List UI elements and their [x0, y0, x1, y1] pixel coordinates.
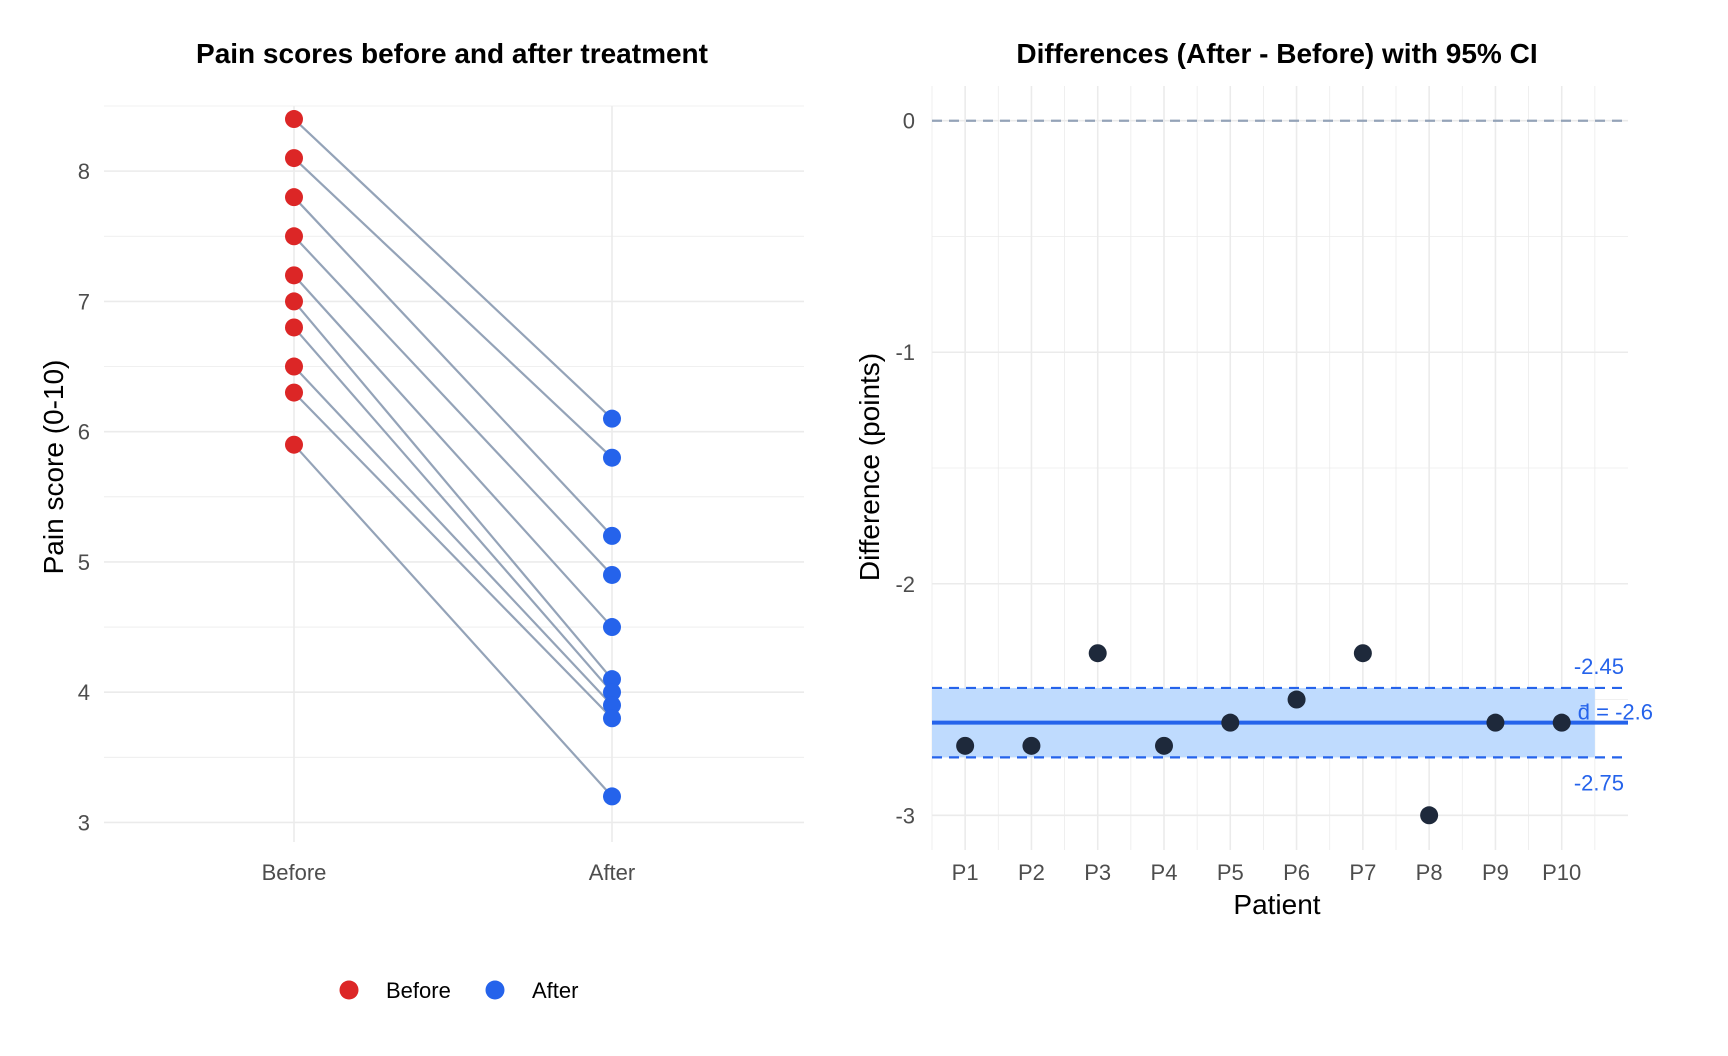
pair-line — [293, 118, 613, 420]
difference-point — [1552, 713, 1571, 732]
legend-label: Before — [386, 978, 451, 1003]
x-tick-label: P9 — [1482, 860, 1509, 885]
before-point — [285, 292, 303, 311]
pair-line — [293, 326, 613, 693]
before-point — [285, 357, 303, 376]
y-tick-label: 7 — [78, 289, 90, 314]
pair-line — [293, 196, 613, 537]
x-tick-label: P5 — [1217, 860, 1244, 885]
paired-plot-connecting-lines — [293, 118, 613, 798]
y-tick-label: 3 — [78, 810, 90, 835]
x-tick-label: Before — [262, 860, 327, 885]
difference-plot-panel: Differences (After - Before) with 95% CI… — [854, 38, 1653, 920]
paired-plot-y-axis-title: Pain score (0-10) — [38, 360, 69, 575]
x-tick-label: P6 — [1283, 860, 1310, 885]
difference-plot-title: Differences (After - Before) with 95% CI — [1016, 38, 1537, 69]
paired-plot-y-tick-labels: 3 4 5 6 7 8 — [78, 159, 90, 835]
difference-point — [1155, 736, 1173, 755]
after-point — [603, 526, 621, 545]
legend-label: After — [532, 978, 578, 1003]
difference-plot-y-tick-labels: 0 -1 -2 -3 — [895, 109, 915, 829]
paired-plot-title: Pain scores before and after treatment — [196, 38, 708, 69]
before-point — [285, 435, 303, 454]
after-point — [603, 696, 621, 715]
pair-line — [293, 391, 613, 720]
x-tick-label: P3 — [1084, 860, 1111, 885]
pair-line — [293, 365, 613, 706]
difference-plot-y-axis-title: Difference (points) — [854, 353, 885, 581]
after-point — [603, 618, 621, 637]
before-point — [285, 318, 303, 337]
difference-point — [1022, 736, 1041, 755]
difference-plot-x-tick-labels: P1 P2 P3 P4 P5 P6 P7 P8 P9 P10 — [952, 860, 1582, 885]
difference-plot-x-axis-title: Patient — [1233, 889, 1320, 920]
after-point — [603, 409, 621, 428]
pair-line — [293, 157, 613, 459]
paired-plot-panel: Pain scores before and after treatment 3… — [38, 38, 804, 1003]
before-point — [285, 227, 303, 246]
difference-point — [1420, 806, 1439, 825]
difference-point — [956, 736, 975, 755]
ci-upper-label: -2.45 — [1574, 654, 1624, 679]
ci-lower-label: -2.75 — [1574, 770, 1624, 795]
after-point — [603, 565, 621, 584]
y-tick-label: -1 — [895, 340, 915, 365]
after-point — [603, 709, 621, 728]
difference-point — [1486, 713, 1505, 732]
y-tick-label: 8 — [78, 159, 90, 184]
paired-plot-points — [285, 110, 621, 806]
difference-point — [1287, 690, 1306, 709]
y-tick-label: 5 — [78, 550, 90, 575]
after-point — [603, 670, 621, 689]
legend-marker — [485, 980, 505, 1000]
confidence-interval-band — [932, 119, 1628, 759]
x-tick-label: P10 — [1542, 860, 1581, 885]
difference-point — [1353, 644, 1372, 663]
after-point — [603, 683, 621, 702]
paired-plot-gridlines — [104, 105, 804, 842]
after-point — [603, 448, 621, 467]
y-tick-label: -2 — [895, 572, 915, 597]
difference-plot-points — [956, 644, 1571, 825]
before-point — [285, 188, 303, 207]
y-tick-label: 6 — [78, 420, 90, 445]
before-point — [285, 110, 303, 129]
pair-line — [293, 235, 613, 576]
y-tick-label: 0 — [903, 109, 915, 134]
before-point — [285, 149, 303, 168]
y-tick-label: -3 — [895, 803, 915, 828]
x-tick-label: After — [589, 860, 635, 885]
legend-marker — [339, 980, 359, 1000]
mean-difference-label: d̄ = -2.6 — [1578, 700, 1653, 725]
after-point — [603, 787, 621, 806]
confidence-interval-annotations: -2.45 d̄ = -2.6 -2.75 — [1574, 654, 1653, 795]
pair-line — [293, 300, 613, 680]
x-tick-label: P2 — [1018, 860, 1045, 885]
difference-point — [1088, 644, 1107, 663]
x-tick-label: P4 — [1151, 860, 1178, 885]
legend: Before After — [339, 978, 578, 1003]
paired-plot-x-tick-labels: Before After — [262, 860, 636, 885]
difference-point — [1221, 713, 1240, 732]
before-point — [285, 383, 303, 402]
x-tick-label: P1 — [952, 860, 979, 885]
pair-line — [293, 443, 613, 798]
x-tick-label: P7 — [1349, 860, 1376, 885]
y-tick-label: 4 — [78, 680, 90, 705]
before-point — [285, 266, 303, 285]
pair-line — [293, 274, 613, 628]
x-tick-label: P8 — [1416, 860, 1443, 885]
